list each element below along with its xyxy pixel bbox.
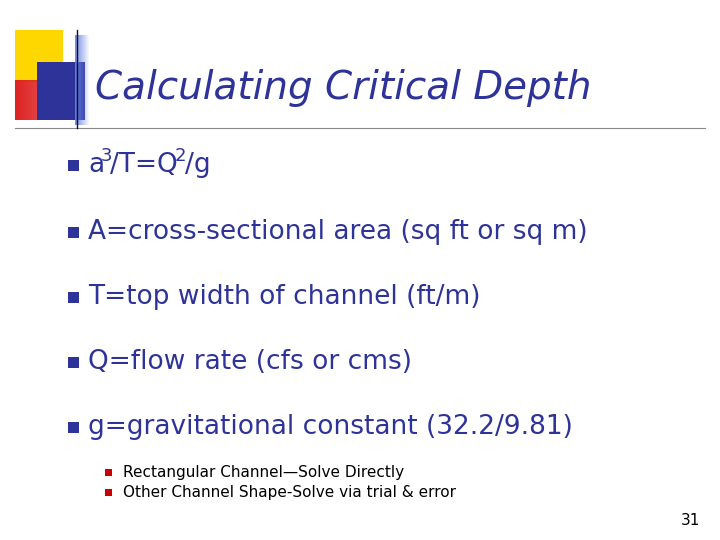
Bar [68, 422, 79, 433]
Text: 2: 2 [175, 147, 186, 165]
Text: 3: 3 [101, 147, 112, 165]
Bar [105, 469, 112, 476]
Text: Calculating Critical Depth: Calculating Critical Depth [95, 69, 592, 107]
Text: A=cross-sectional area (sq ft or sq m): A=cross-sectional area (sq ft or sq m) [88, 219, 588, 245]
Bar [15, 30, 63, 82]
Bar [68, 159, 79, 171]
Text: Rectangular Channel—Solve Directly: Rectangular Channel—Solve Directly [123, 464, 404, 480]
Bar [105, 489, 112, 496]
Text: Q=flow rate (cfs or cms): Q=flow rate (cfs or cms) [88, 349, 412, 375]
Text: g=gravitational constant (32.2/9.81): g=gravitational constant (32.2/9.81) [88, 414, 573, 440]
Text: /g: /g [185, 152, 211, 178]
Bar [68, 292, 79, 302]
Bar [37, 62, 85, 120]
Text: 31: 31 [680, 513, 700, 528]
Bar [68, 356, 79, 368]
Text: /T=Q: /T=Q [110, 152, 178, 178]
Bar [68, 226, 79, 238]
Text: a: a [88, 152, 104, 178]
Text: T=top width of channel (ft/m): T=top width of channel (ft/m) [88, 284, 480, 310]
Text: Other Channel Shape-Solve via trial & error: Other Channel Shape-Solve via trial & er… [123, 484, 456, 500]
